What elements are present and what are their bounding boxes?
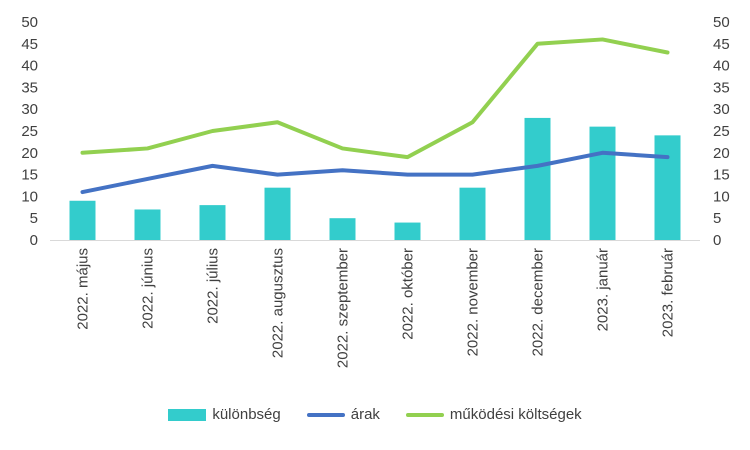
y-tick-label-right: 5 bbox=[713, 210, 721, 227]
bar-0-8 bbox=[589, 126, 616, 240]
legend-label-mukodesi-koltsegek: működési költségek bbox=[449, 406, 582, 423]
line-series-1 bbox=[80, 150, 670, 195]
legend-swatch-mukodesi-koltsegek bbox=[405, 412, 444, 417]
x-tick-label: 2023. február bbox=[660, 248, 677, 337]
legend-swatch-kulonbseg bbox=[168, 408, 207, 421]
bar-0-3 bbox=[264, 187, 291, 240]
legend: különbség árak működési költségek bbox=[0, 406, 750, 423]
y-tick-label-left: 50 bbox=[21, 14, 38, 31]
x-tick-label: 2022. október bbox=[400, 248, 417, 340]
bar-0-5 bbox=[394, 222, 421, 240]
bar-0-0 bbox=[69, 200, 96, 240]
bar-0-7 bbox=[524, 117, 551, 240]
y-tick-label-right: 25 bbox=[713, 123, 730, 140]
y-tick-label-right: 30 bbox=[713, 101, 730, 118]
y-tick-label-left: 10 bbox=[21, 188, 38, 205]
y-tick-label-left: 5 bbox=[30, 210, 38, 227]
legend-item-kulonbseg: különbség bbox=[168, 406, 281, 423]
legend-label-arak: árak bbox=[350, 406, 380, 423]
bar-0-2 bbox=[199, 205, 226, 240]
x-tick-label: 2022. december bbox=[530, 248, 547, 356]
y-tick-label-right: 10 bbox=[713, 188, 730, 205]
y-tick-label-right: 45 bbox=[713, 36, 730, 53]
x-tick-label: 2023. január bbox=[595, 248, 612, 331]
x-tick-label: 2022. május bbox=[75, 248, 92, 330]
y-tick-label-right: 35 bbox=[713, 79, 730, 96]
x-tick-label: 2022. augusztus bbox=[270, 248, 287, 358]
y-tick-label-right: 40 bbox=[713, 58, 730, 75]
y-tick-label-left: 15 bbox=[21, 167, 38, 184]
legend-item-arak: árak bbox=[306, 406, 380, 423]
x-tick-label: 2022. június bbox=[140, 248, 157, 329]
y-tick-label-left: 0 bbox=[30, 232, 38, 249]
bar-0-1 bbox=[134, 209, 161, 240]
legend-item-mukodesi-koltsegek: működési költségek bbox=[405, 406, 582, 423]
y-tick-label-right: 0 bbox=[713, 232, 721, 249]
y-tick-label-right: 20 bbox=[713, 145, 730, 162]
bar-0-4 bbox=[329, 218, 356, 240]
y-tick-label-left: 20 bbox=[21, 145, 38, 162]
y-tick-label-right: 50 bbox=[713, 14, 730, 31]
legend-label-kulonbseg: különbség bbox=[212, 406, 281, 423]
line-series-2 bbox=[80, 37, 670, 160]
bar-0-9 bbox=[654, 135, 681, 240]
bar-0-6 bbox=[459, 187, 486, 240]
y-tick-label-left: 40 bbox=[21, 58, 38, 75]
x-tick-label: 2022. július bbox=[205, 248, 222, 324]
legend-swatch-arak bbox=[306, 412, 345, 417]
y-tick-label-left: 45 bbox=[21, 36, 38, 53]
y-tick-label-left: 35 bbox=[21, 79, 38, 96]
x-tick-label: 2022. szeptember bbox=[335, 248, 352, 368]
x-tick-label: 2022. november bbox=[465, 248, 482, 356]
y-tick-label-left: 30 bbox=[21, 101, 38, 118]
y-tick-label-left: 25 bbox=[21, 123, 38, 140]
y-tick-label-right: 15 bbox=[713, 167, 730, 184]
